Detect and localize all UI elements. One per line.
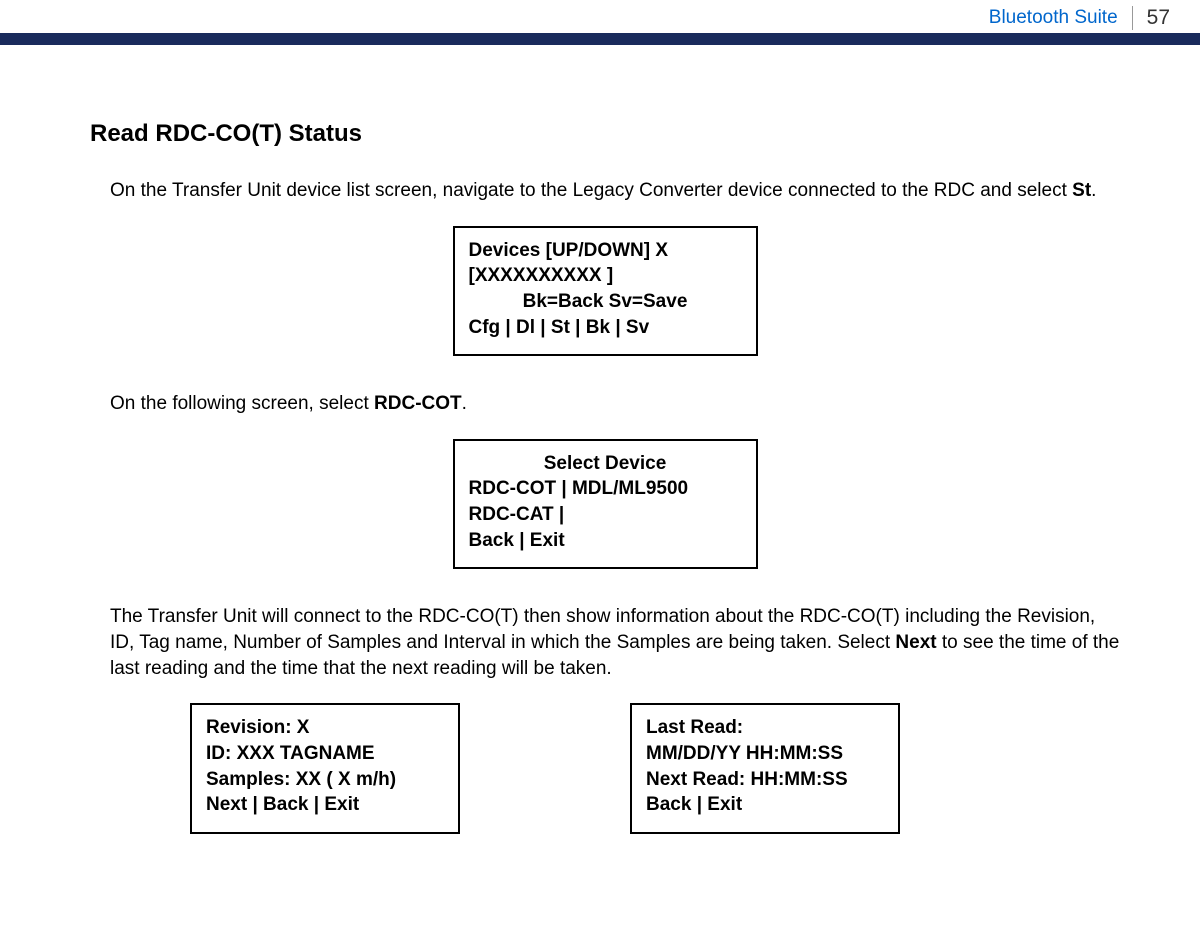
screen-select-device-container: Select Device RDC-COT | MDL/ML9500 RDC-C… — [90, 439, 1120, 570]
page-content: Read RDC-CO(T) Status On the Transfer Un… — [90, 120, 1120, 834]
last-read-line3: Next Read: HH:MM:SS — [646, 767, 884, 793]
para1-text: On the Transfer Unit device list screen,… — [110, 180, 1072, 201]
screen-select-device: Select Device RDC-COT | MDL/ML9500 RDC-C… — [453, 439, 758, 570]
para2-text: On the following screen, select — [110, 393, 374, 414]
para3-bold: Next — [895, 632, 936, 653]
page-number: 57 — [1147, 6, 1170, 30]
header-divider — [1132, 6, 1133, 30]
section-heading: Read RDC-CO(T) Status — [90, 120, 1120, 148]
last-read-line1: Last Read: — [646, 715, 884, 741]
devices-line1-text: Devices [UP/DOWN] X — [469, 240, 669, 261]
revision-line4: Next | Back | Exit — [206, 792, 444, 818]
devices-line1: Devices [UP/DOWN] X — [469, 238, 742, 264]
header-title: Bluetooth Suite — [989, 7, 1118, 29]
select-device-line4: Back | Exit — [469, 528, 742, 554]
paragraph-1: On the Transfer Unit device list screen,… — [110, 178, 1120, 204]
revision-line2: ID: XXX TAGNAME — [206, 741, 444, 767]
para2-suffix: . — [462, 393, 467, 414]
para1-suffix: . — [1091, 180, 1096, 201]
screen-last-read: Last Read: MM/DD/YY HH:MM:SS Next Read: … — [630, 703, 900, 834]
para2-bold: RDC-COT — [374, 393, 462, 414]
select-device-line2: RDC-COT | MDL/ML9500 — [469, 476, 742, 502]
page-header: Bluetooth Suite 57 — [989, 6, 1170, 30]
devices-line3: Bk=Back Sv=Save — [469, 289, 742, 315]
header-bar — [0, 33, 1200, 45]
screen-devices-container: Devices [UP/DOWN] X [XXXXXXXXXX ] Bk=Bac… — [90, 226, 1120, 357]
select-device-line3: RDC-CAT | — [469, 502, 742, 528]
screen-revision: Revision: X ID: XXX TAGNAME Samples: XX … — [190, 703, 460, 834]
paragraph-2: On the following screen, select RDC-COT. — [110, 391, 1120, 417]
select-device-line1: Select Device — [469, 451, 742, 477]
last-read-line2: MM/DD/YY HH:MM:SS — [646, 741, 884, 767]
revision-line3: Samples: XX ( X m/h) — [206, 767, 444, 793]
screen-devices: Devices [UP/DOWN] X [XXXXXXXXXX ] Bk=Bac… — [453, 226, 758, 357]
revision-line1: Revision: X — [206, 715, 444, 741]
last-read-line4: Back | Exit — [646, 792, 884, 818]
para1-bold: St — [1072, 180, 1091, 201]
bottom-screens-row: Revision: X ID: XXX TAGNAME Samples: XX … — [190, 703, 1120, 834]
devices-line4: Cfg | Dl | St | Bk | Sv — [469, 315, 742, 341]
devices-line2: [XXXXXXXXXX ] — [469, 263, 742, 289]
paragraph-3: The Transfer Unit will connect to the RD… — [110, 604, 1120, 681]
